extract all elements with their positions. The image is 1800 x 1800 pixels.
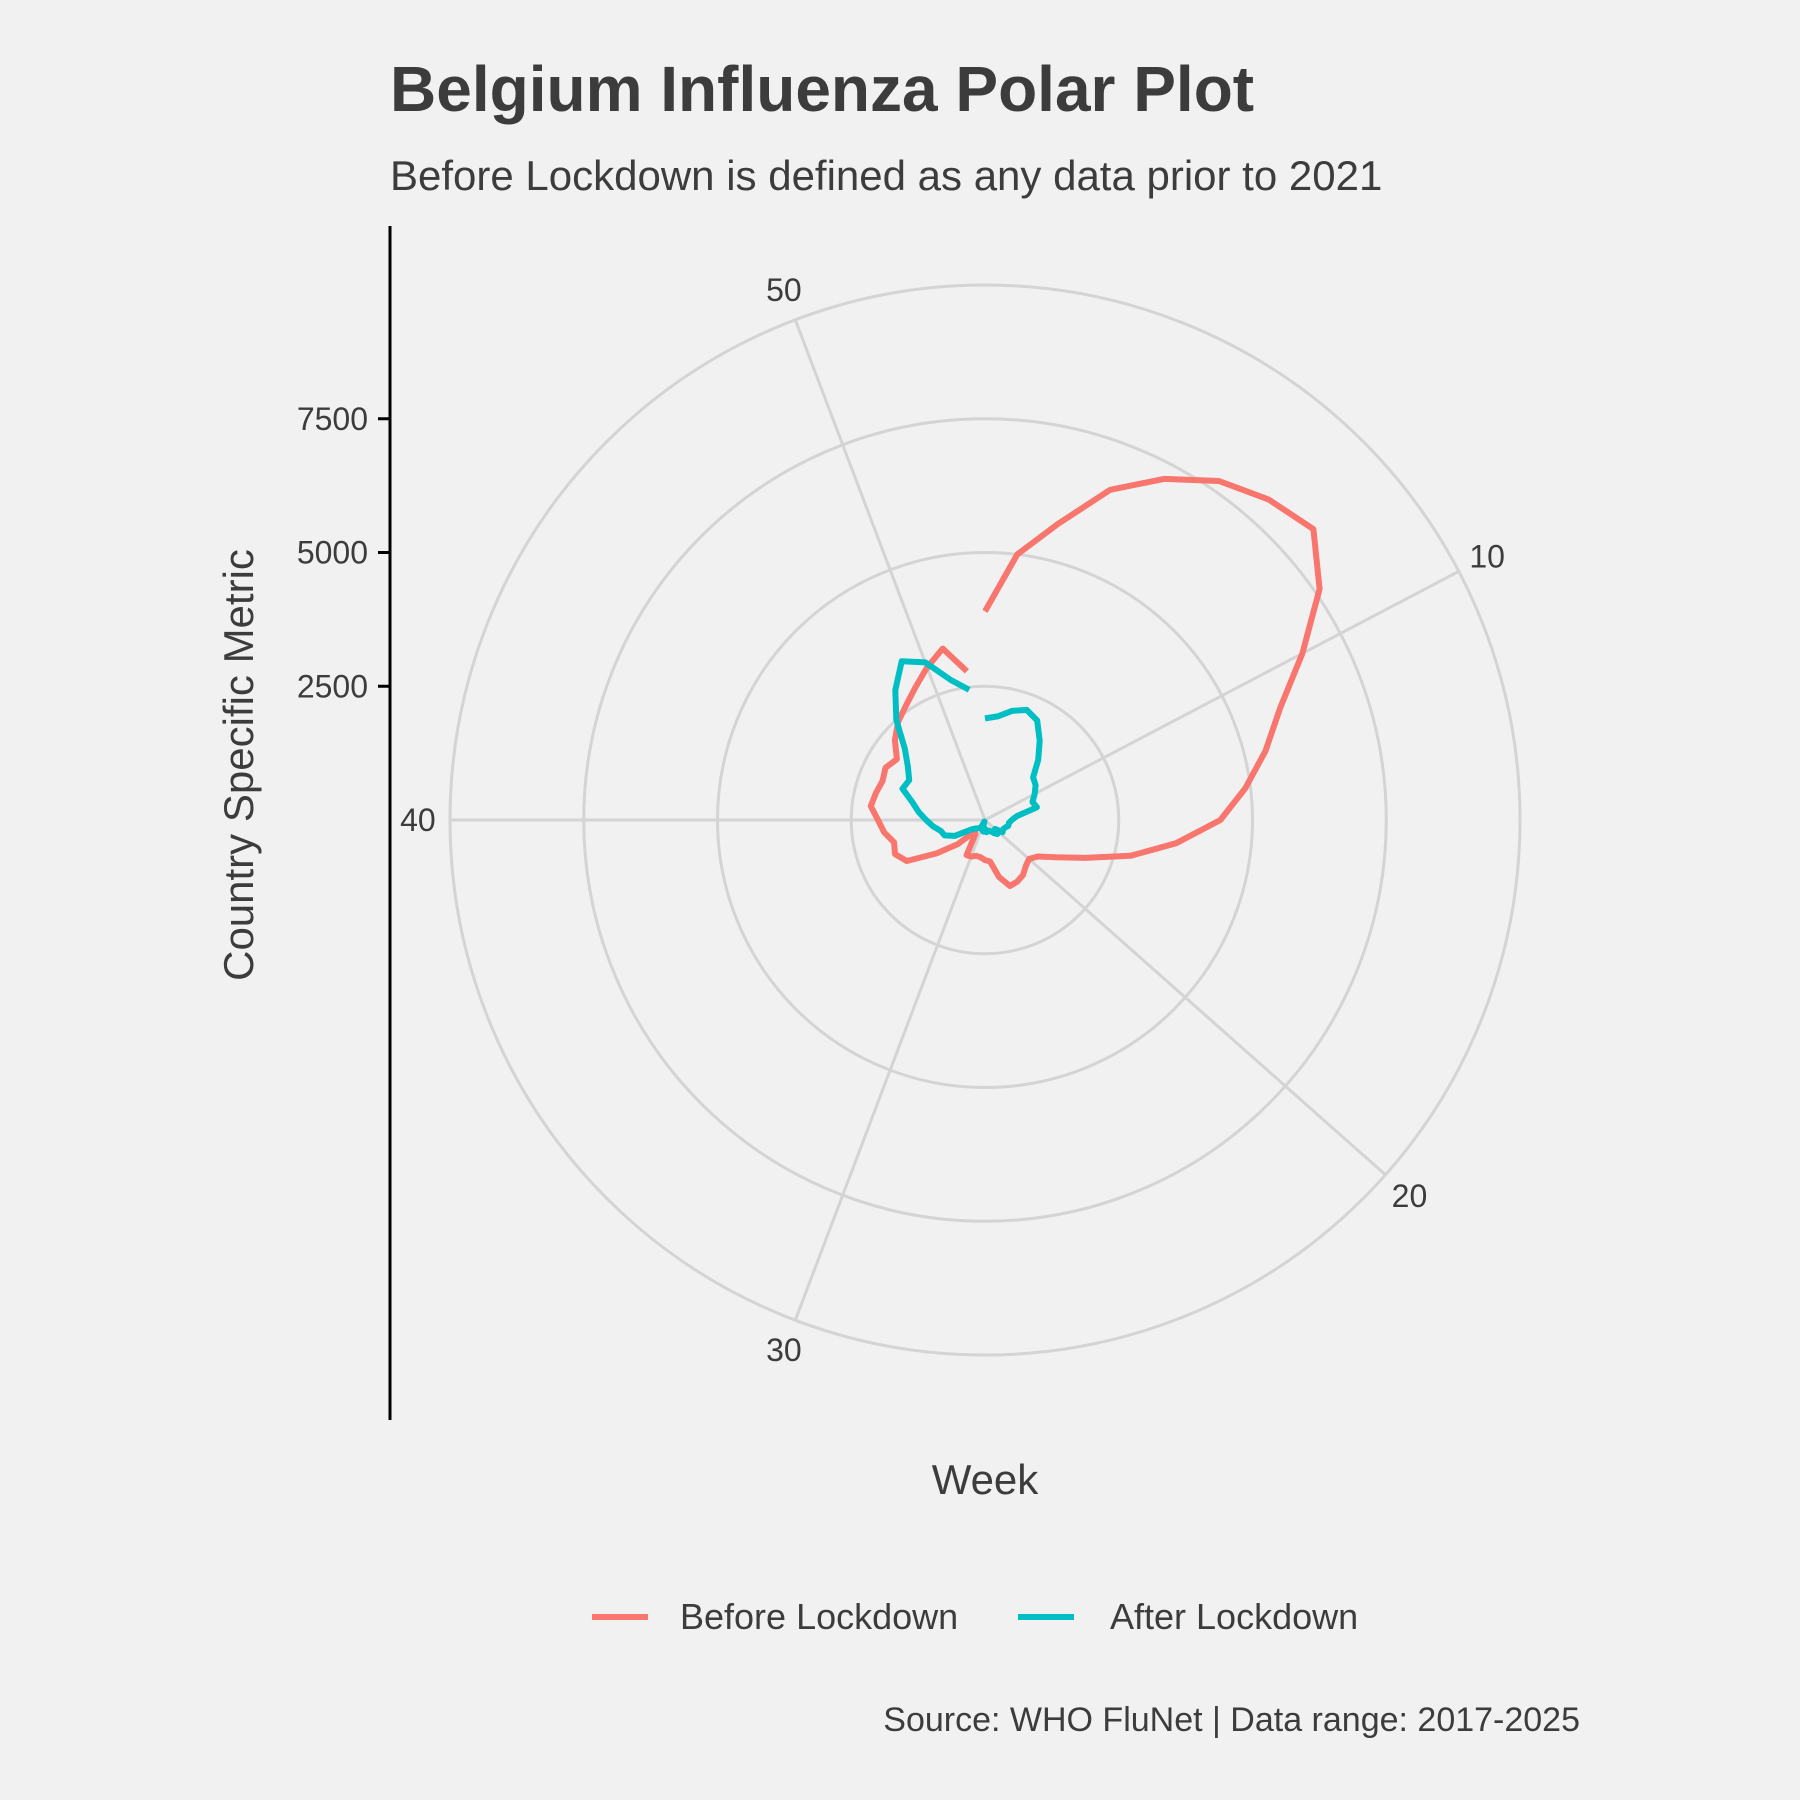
legend: Before Lockdown After Lockdown [592, 1596, 1358, 1637]
x-tick-label: 50 [766, 272, 802, 308]
x-tick-label: 10 [1469, 538, 1505, 574]
series-lines [867, 475, 1323, 889]
y-tick-label: 2500 [297, 668, 368, 704]
x-tick-label: 40 [400, 802, 436, 838]
legend-label-after: After Lockdown [1110, 1596, 1358, 1637]
caption: Source: WHO FluNet | Data range: 2017-20… [883, 1701, 1580, 1739]
y-tick-label: 5000 [297, 535, 368, 571]
polar-grid [448, 283, 1522, 1357]
y-axis-title: Country Specific Metric [215, 549, 262, 981]
chart-subtitle: Before Lockdown is defined as any data p… [390, 152, 1382, 199]
grid-spoke [984, 818, 1387, 1176]
grid-spoke [793, 819, 987, 1321]
y-tick-label: 7500 [297, 401, 368, 437]
week-tick-labels: 10 20 30 40 50 [400, 272, 1505, 1368]
series-line-before-lockdown [867, 475, 1323, 889]
grid-spoke [793, 319, 987, 821]
legend-item-after: After Lockdown [1018, 1596, 1358, 1637]
y-axis-ticks: 2500 5000 7500 [297, 401, 390, 704]
grid-spoke [984, 570, 1460, 822]
chart-title: Belgium Influenza Polar Plot [390, 53, 1254, 125]
x-tick-label: 30 [766, 1332, 802, 1368]
x-axis-title: Week [932, 1456, 1040, 1503]
legend-item-before: Before Lockdown [592, 1596, 958, 1637]
series-line-after-lockdown [892, 658, 1043, 839]
legend-label-before: Before Lockdown [680, 1596, 958, 1637]
x-tick-label: 20 [1392, 1178, 1428, 1214]
